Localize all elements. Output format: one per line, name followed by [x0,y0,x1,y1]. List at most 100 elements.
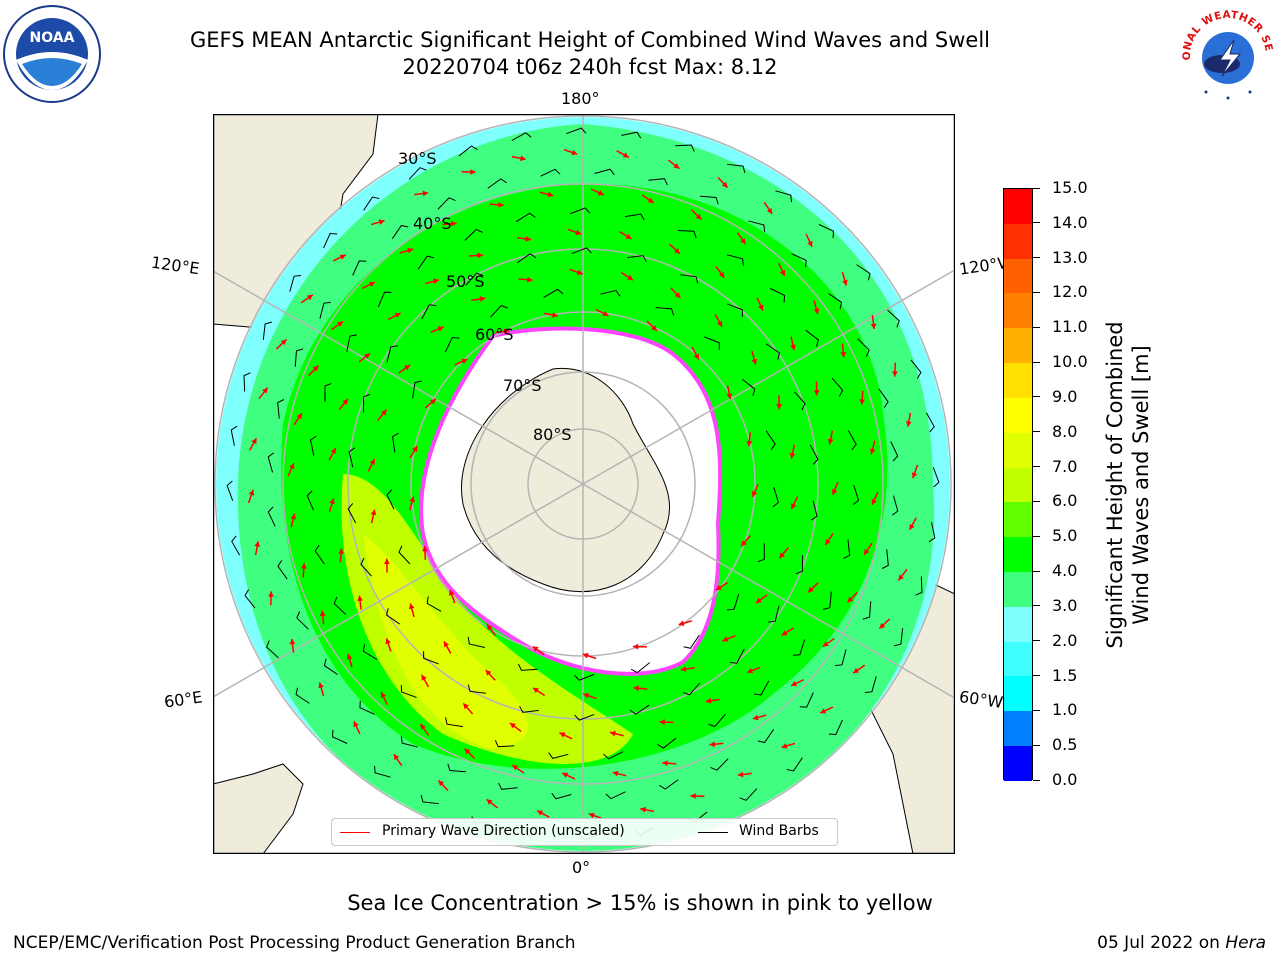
wind-barb [856,264,871,281]
wind-barb [498,782,518,790]
wind-barb [277,560,288,580]
wave-arrow-head [296,413,302,420]
wave-arrow-head [847,596,854,603]
wave-arrow-head [870,323,877,330]
wave-arrow-head [751,358,758,365]
wave-arrow-head [463,703,469,710]
colorbar-tick-label: 6.0 [1052,491,1078,511]
wind-barb [843,539,851,560]
wave-arrow-head [381,409,387,416]
wind-barb [847,430,857,451]
wind-barb [574,713,595,721]
wave-arrow-head [422,545,428,552]
colorbar-tick-label: 7.0 [1052,456,1078,476]
national-weather-service-logo-icon: NATIONAL WEATHER SERVICE [1176,4,1274,102]
wind-barb [487,178,507,189]
wave-arrow-head [477,252,483,259]
colorbar-tick-label: 15.0 [1052,178,1088,197]
wind-barb [603,751,624,760]
wave-arrow-head [831,488,838,495]
wave-arrow-head [559,732,566,738]
wind-barb [677,230,697,239]
colorbar-tick [1033,640,1040,642]
wave-arrow-head [680,666,687,672]
wind-barb [657,737,677,749]
colorbar-title-text: Significant Height of Combined Wind Waves… [1103,321,1153,649]
wave-arrow-head [342,398,349,405]
wind-barb [447,763,466,773]
colorbar-segment [1004,537,1032,572]
wave-arrow-head [498,201,504,208]
colorbar-tick [1033,431,1040,433]
wind-barb [708,713,726,728]
wind-barb [420,794,439,805]
wind-barb [421,304,437,320]
colorbar-segment [1004,467,1032,503]
wave-arrow-head [905,420,912,427]
lon-label-120e: 120°E [149,252,201,279]
wave-arrow-head [807,240,813,247]
sea-ice-note: Sea Ice Concentration > 15% is shown in … [347,891,933,915]
colorbar-tick [1033,605,1040,607]
wind-barb [629,704,650,715]
wind-barb [831,377,844,397]
wave-arrow-head [547,191,554,198]
colorbar-tick [1033,744,1040,746]
wave-arrow-head [853,667,860,674]
colorbar-tick [1033,466,1040,468]
wind-barb [333,596,347,615]
wind-barb [726,254,744,266]
wave-arrow-head [911,472,918,479]
wave-arrow-head [422,190,429,197]
wave-arrow-head [695,213,702,220]
wind-barb [659,779,679,790]
wind-barb [391,432,399,453]
wind-barb [294,348,304,367]
wave-arrow-head [527,276,533,283]
lat-label-80s: 80°S [533,425,572,444]
wind-barb [266,640,279,659]
wind-barb [348,447,356,468]
wave-arrow-head [575,229,582,236]
wind-barb [398,545,411,565]
wave-arrow-head [842,279,848,286]
wind-barb [925,412,935,433]
wind-barb [757,729,775,744]
colorbar-tick [1033,709,1040,711]
wind-barb [309,435,317,456]
wind-barb [359,700,375,715]
wave-arrow-head [409,496,415,503]
wave-arrow-head [312,365,319,372]
noaa-logo-text: NOAA [30,30,75,46]
wind-barb [346,334,357,352]
wind-barb [324,382,332,403]
wind-barb [809,444,819,465]
lon-label-60w: 60°W [957,687,1005,712]
wind-barb [891,495,899,516]
wave-arrow-head [353,721,359,728]
wave-arrow-head [740,238,746,245]
lat-label-40s: 40°S [413,214,452,233]
colorbar-segment [1004,641,1032,677]
wind-barb [515,212,536,223]
wind-barb [805,329,820,347]
wind-barb [323,233,338,249]
wind-barb [648,178,668,186]
colorbar-segment [1004,293,1032,329]
wind-barb [742,378,756,397]
wave-arrow-head [512,765,519,771]
wind-barb [655,307,675,316]
wind-barb [574,673,595,681]
wave-arrow-head [892,371,898,377]
colorbar-tick [1033,779,1040,781]
footer-date: 05 Jul 2022 on Hera [1097,933,1266,953]
wind-barb [799,692,814,708]
wave-arrow-head [571,149,578,156]
wind-barb [828,719,843,735]
wave-arrow-head [503,328,510,335]
wave-arrow-head [248,489,255,496]
wind-barb [262,321,273,340]
wind-barb [822,591,832,610]
wind-barb [624,213,645,221]
graticule [213,114,954,854]
